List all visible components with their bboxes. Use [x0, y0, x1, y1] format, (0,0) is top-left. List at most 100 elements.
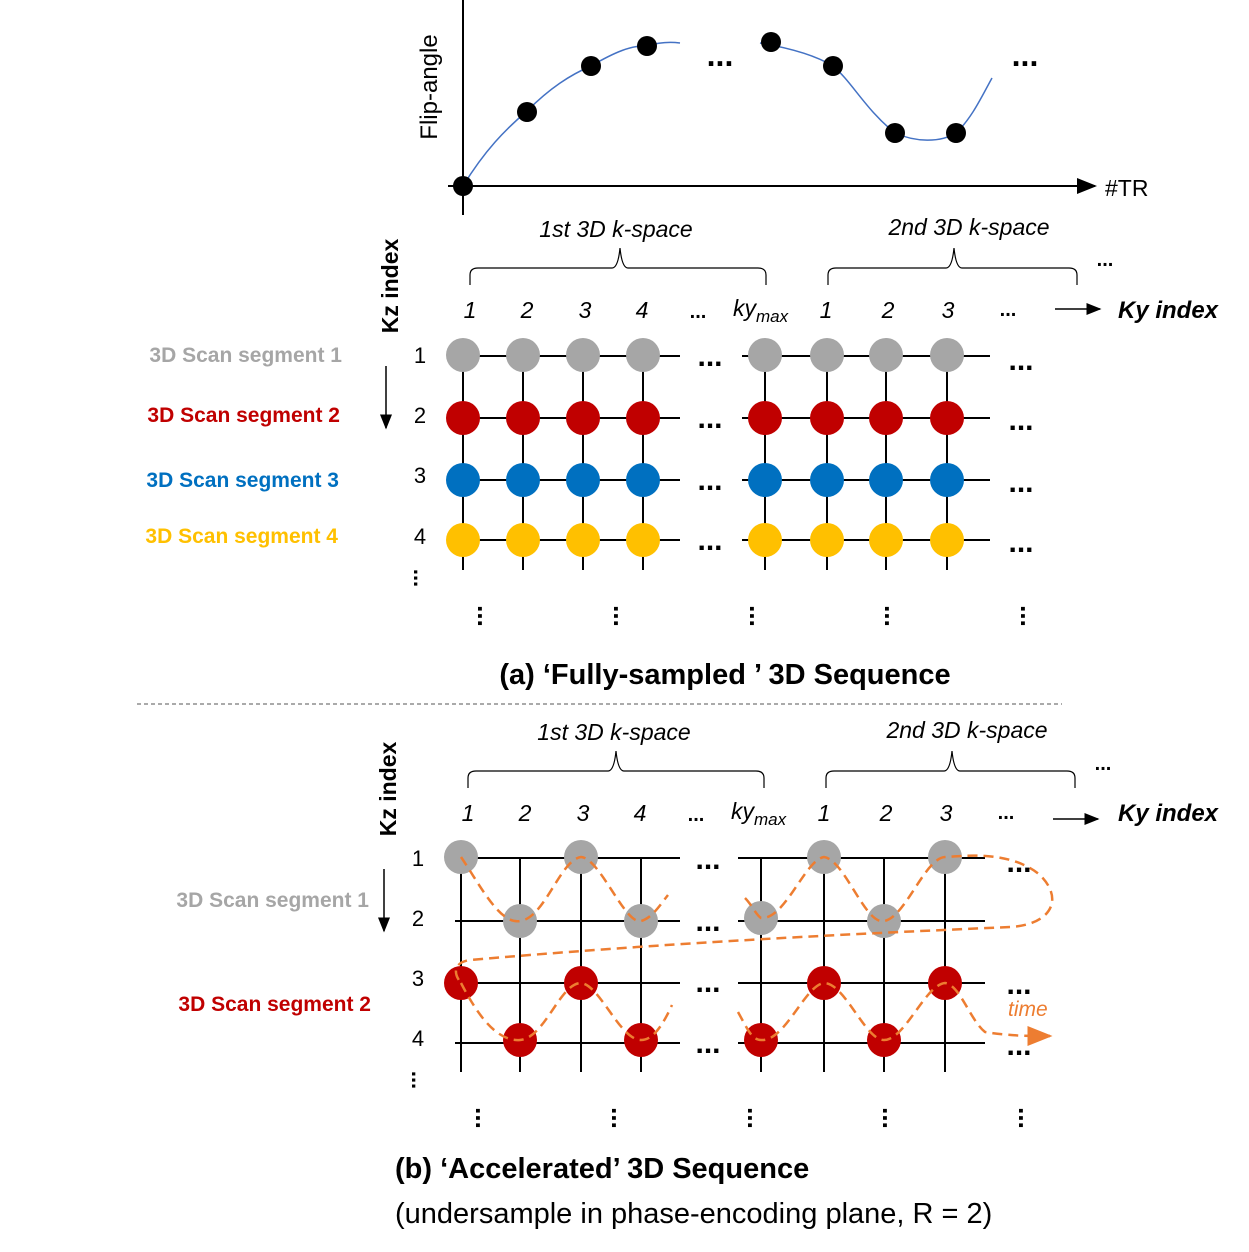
time-label: time [1008, 998, 1048, 1021]
sample-point [930, 523, 964, 557]
kz-row-label: 1 [414, 343, 426, 368]
kspace-1-label: 1st 3D k-space [537, 719, 690, 745]
sample-point [566, 523, 600, 557]
kz-row-label: 3 [412, 966, 424, 991]
kspace-2-brace [825, 750, 1076, 788]
row-ellipsis: ... [1008, 404, 1033, 437]
sample-point [626, 338, 660, 372]
flip-angle-point [637, 36, 657, 56]
kz-row-label: 4 [414, 524, 426, 549]
sample-point [503, 904, 537, 938]
row-ellipsis: ... [697, 464, 722, 497]
ky-col-ellipsis: ... [998, 802, 1015, 824]
sample-point [566, 401, 600, 435]
sample-point [626, 401, 660, 435]
col-vellipsis: ... [608, 605, 638, 627]
flip-angle-point [453, 176, 473, 196]
col-vellipsis: ... [879, 605, 909, 627]
row-ellipsis: ... [1006, 1029, 1031, 1062]
row-ellipsis: ... [695, 966, 720, 999]
kz-row-vellipsis: ... [407, 1071, 432, 1089]
sample-point [869, 338, 903, 372]
sample-point [748, 338, 782, 372]
row-ellipsis: ... [1008, 526, 1033, 559]
flip-angle-point [581, 56, 601, 76]
kz-index-label: Kz index [377, 239, 403, 334]
sample-point [506, 338, 540, 372]
ky-col-label: 2 [881, 297, 895, 323]
row-ellipsis: ... [1008, 466, 1033, 499]
kz-row-vellipsis: ... [409, 569, 434, 587]
sample-point [446, 523, 480, 557]
col-vellipsis: ... [606, 1107, 636, 1129]
ky-max-label: kymax [731, 798, 787, 829]
ky-col-label: 3 [577, 800, 590, 826]
col-vellipsis: ... [742, 1107, 772, 1129]
row-ellipsis: ... [697, 524, 722, 557]
flip-angle-point [761, 32, 781, 52]
flip-angle-point [885, 123, 905, 143]
segment-label-2: 3D Scan segment 2 [147, 404, 340, 427]
sample-point [748, 401, 782, 435]
col-vellipsis: ... [472, 605, 502, 627]
row-ellipsis: ... [697, 340, 722, 373]
sample-point [566, 338, 600, 372]
kspace-2-label: 2nd 3D k-space [885, 717, 1047, 743]
sample-point [867, 904, 901, 938]
chart-x-label: #TR [1105, 175, 1148, 201]
ky-index-label: Ky index [1118, 297, 1220, 324]
sample-point [626, 463, 660, 497]
sample-point [869, 523, 903, 557]
ky-col-label: 1 [462, 800, 475, 826]
row-ellipsis: ... [695, 1027, 720, 1060]
chart-ellipsis: ... [1012, 37, 1039, 73]
row-ellipsis: ... [695, 843, 720, 876]
ky-col-label: 4 [634, 800, 647, 826]
ky-col-label: 1 [820, 297, 833, 323]
ky-col-ellipsis: ... [688, 804, 705, 826]
ky-col-label: 3 [579, 297, 592, 323]
ky-col-label: 3 [940, 800, 953, 826]
segment-label-4: 3D Scan segment 4 [145, 525, 338, 548]
sample-point [810, 523, 844, 557]
panel-b-subcaption: (undersample in phase-encoding plane, R … [395, 1198, 992, 1230]
row-ellipsis: ... [1008, 344, 1033, 377]
kz-index-label: Kz index [375, 742, 401, 837]
panel-a-caption: (a) ‘Fully-sampled ’ 3D Sequence [499, 659, 950, 691]
row-ellipsis: ... [695, 905, 720, 938]
kspace-2-label: 2nd 3D k-space [887, 214, 1049, 240]
sample-point [446, 338, 480, 372]
sample-point [624, 904, 658, 938]
panel-a-samples [446, 338, 964, 557]
row-ellipsis: ... [1006, 968, 1031, 1001]
ky-col-label: 2 [879, 800, 893, 826]
segment-label-3: 3D Scan segment 3 [146, 469, 339, 492]
panel-a-fully-sampled: 1st 3D k-space 2nd 3D k-space ... 1 2 3 … [145, 214, 1219, 691]
sample-point [930, 338, 964, 372]
col-vellipsis: ... [744, 605, 774, 627]
sample-point [566, 463, 600, 497]
sample-point [626, 523, 660, 557]
segment-label-1: 3D Scan segment 1 [149, 344, 342, 367]
sample-point [869, 463, 903, 497]
panel-b-caption: (b) ‘Accelerated’ 3D Sequence [395, 1153, 809, 1185]
ky-col-label: 3 [942, 297, 955, 323]
ky-col-label: 4 [636, 297, 649, 323]
sample-point [506, 523, 540, 557]
segment-label-1: 3D Scan segment 1 [176, 889, 369, 912]
sample-point [446, 463, 480, 497]
col-vellipsis: ... [1013, 1107, 1043, 1129]
chart-ellipsis: ... [707, 37, 734, 73]
flip-angle-point [823, 56, 843, 76]
kz-row-label: 2 [412, 906, 424, 931]
sample-point [748, 523, 782, 557]
ky-col-label: 2 [518, 800, 532, 826]
flip-angle-chart: Flip-angle #TR ... ... [416, 0, 1148, 215]
col-vellipsis: ... [1015, 605, 1045, 627]
flip-angle-curve-1 [462, 41, 681, 187]
kspace-1-label: 1st 3D k-space [539, 216, 692, 242]
kspace-2-brace [827, 247, 1078, 285]
kz-row-label: 1 [412, 846, 424, 871]
ky-col-label: 1 [464, 297, 477, 323]
ky-col-label: 2 [520, 297, 534, 323]
